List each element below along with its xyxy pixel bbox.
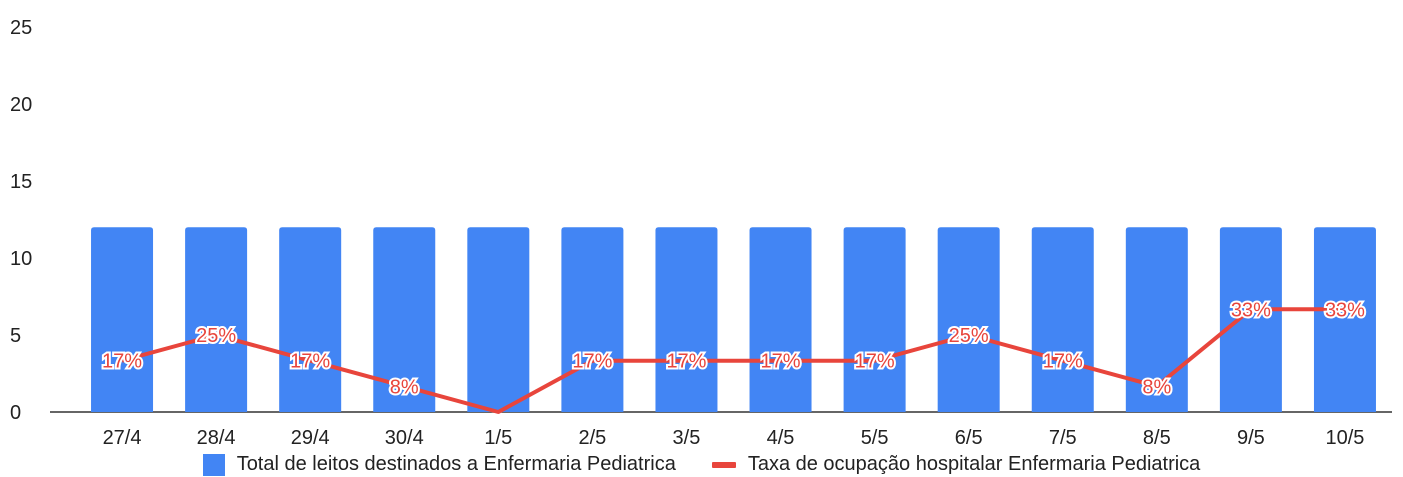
bar[interactable] bbox=[91, 227, 154, 412]
line-data-label: 33% bbox=[1325, 299, 1365, 321]
combo-chart: 0 5 10 15 20 25 27/4 28/4 29/4 30/4 1/5 2/5 3/5 4/5 5… bbox=[10, 17, 1392, 449]
bar[interactable] bbox=[655, 227, 718, 412]
x-axis-ticks: 27/4 28/4 29/4 30/4 1/5 2/5 3/5 4/5 5/5 6/5 7/5 8/5… bbox=[103, 427, 1365, 449]
y-tick-label: 25 bbox=[10, 17, 32, 39]
bar[interactable] bbox=[1031, 227, 1094, 412]
line-data-label: 17% bbox=[1043, 351, 1083, 373]
legend-label-beds: Total de leitos destinados a Enfermaria … bbox=[236, 453, 676, 475]
x-tick-label: 28/4 bbox=[197, 427, 236, 449]
bar-series bbox=[91, 227, 1376, 412]
line-data-label: 25% bbox=[196, 325, 236, 347]
legend-item-beds[interactable]: Total de leitos destinados a Enfermaria … bbox=[202, 453, 676, 476]
line-data-label: 8% bbox=[1142, 376, 1171, 398]
line-data-labels: 17% 25% 17% 8% 17% 17% 17% 17% 25% 17% 8% 33% 33% bbox=[100, 297, 1367, 400]
x-tick-label: 9/5 bbox=[1237, 427, 1265, 449]
x-tick-label: 4/5 bbox=[767, 427, 795, 449]
y-tick-label: 0 bbox=[10, 402, 21, 424]
x-tick-label: 1/5 bbox=[484, 427, 512, 449]
legend-bar-swatch bbox=[202, 453, 225, 476]
legend-label-occupancy: Taxa de ocupação hospitalar Enfermaria P… bbox=[747, 453, 1201, 475]
x-tick-label: 10/5 bbox=[1325, 427, 1364, 449]
y-axis-ticks: 0 5 10 15 20 25 bbox=[10, 17, 32, 424]
bar[interactable] bbox=[185, 227, 248, 412]
x-tick-label: 2/5 bbox=[578, 427, 606, 449]
bar[interactable] bbox=[1313, 227, 1376, 412]
x-tick-label: 6/5 bbox=[955, 427, 983, 449]
bar[interactable] bbox=[1125, 227, 1188, 412]
x-tick-label: 29/4 bbox=[291, 427, 330, 449]
line-data-label: 33% bbox=[1231, 299, 1271, 321]
line-data-label: 25% bbox=[949, 325, 989, 347]
y-tick-label: 15 bbox=[10, 171, 32, 193]
bar[interactable] bbox=[279, 227, 342, 412]
bar[interactable] bbox=[937, 227, 1000, 412]
bar[interactable] bbox=[1219, 227, 1282, 412]
line-data-label: 17% bbox=[290, 351, 330, 373]
legend: Total de leitos destinados a Enfermaria … bbox=[0, 452, 1403, 477]
bar[interactable] bbox=[561, 227, 624, 412]
bar[interactable] bbox=[373, 227, 436, 412]
x-tick-label: 30/4 bbox=[385, 427, 424, 449]
y-tick-label: 20 bbox=[10, 94, 32, 116]
x-tick-label: 5/5 bbox=[861, 427, 889, 449]
line-data-label: 17% bbox=[572, 351, 612, 373]
y-tick-label: 5 bbox=[10, 325, 21, 347]
x-tick-label: 3/5 bbox=[673, 427, 701, 449]
line-data-label: 8% bbox=[390, 376, 419, 398]
line-data-label: 17% bbox=[761, 351, 801, 373]
bar[interactable] bbox=[843, 227, 906, 412]
y-tick-label: 10 bbox=[10, 248, 32, 270]
legend-item-occupancy[interactable]: Taxa de ocupação hospitalar Enfermaria P… bbox=[711, 453, 1201, 476]
bar[interactable] bbox=[749, 227, 812, 412]
legend-line-swatch bbox=[711, 461, 736, 468]
line-data-label: 17% bbox=[666, 351, 706, 373]
x-tick-label: 8/5 bbox=[1143, 427, 1171, 449]
line-data-label: 17% bbox=[855, 351, 895, 373]
bar[interactable] bbox=[467, 227, 530, 412]
line-data-label: 17% bbox=[102, 351, 142, 373]
x-tick-label: 7/5 bbox=[1049, 427, 1077, 449]
x-tick-label: 27/4 bbox=[103, 427, 142, 449]
rate-line bbox=[121, 307, 1345, 414]
